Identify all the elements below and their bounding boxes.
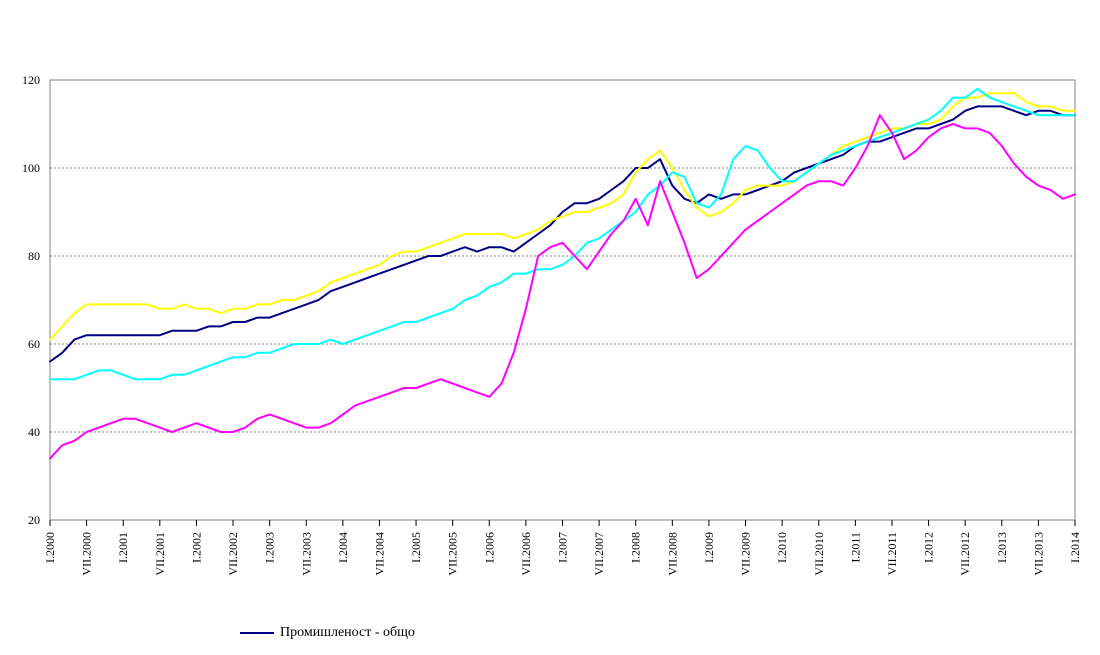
svg-text:I.2002: I.2002 <box>189 532 203 563</box>
svg-text:VII.2005: VII.2005 <box>446 532 460 576</box>
svg-text:I.2010: I.2010 <box>775 532 789 563</box>
svg-text:VII.2009: VII.2009 <box>739 532 753 576</box>
line-chart: 20 40 60 80 100 120 I.2000 VII.2000 I.2001 VII.20… <box>0 0 1100 655</box>
svg-text:80: 80 <box>28 249 40 263</box>
svg-text:I.2001: I.2001 <box>116 532 130 563</box>
svg-text:I.2005: I.2005 <box>409 532 423 563</box>
svg-text:I.2007: I.2007 <box>556 532 570 563</box>
svg-text:I.2013: I.2013 <box>995 532 1009 563</box>
svg-text:I.2000: I.2000 <box>43 532 57 563</box>
svg-text:VII.2002: VII.2002 <box>226 532 240 576</box>
svg-text:I.2008: I.2008 <box>629 532 643 563</box>
svg-text:100: 100 <box>22 161 40 175</box>
svg-text:VII.2010: VII.2010 <box>812 532 826 576</box>
chart-container: 20 40 60 80 100 120 I.2000 VII.2000 I.2001 VII.20… <box>0 0 1100 655</box>
svg-text:VII.2007: VII.2007 <box>592 532 606 576</box>
svg-text:60: 60 <box>28 337 40 351</box>
svg-text:VII.2004: VII.2004 <box>372 532 386 576</box>
svg-text:40: 40 <box>28 425 40 439</box>
svg-text:I.2006: I.2006 <box>482 532 496 563</box>
legend: Промишленост - общо <box>240 625 415 641</box>
svg-text:VII.2006: VII.2006 <box>519 532 533 576</box>
svg-text:I.2012: I.2012 <box>922 532 936 563</box>
svg-text:VII.2001: VII.2001 <box>153 532 167 576</box>
svg-text:VII.2003: VII.2003 <box>299 532 313 576</box>
svg-text:I.2004: I.2004 <box>336 532 350 563</box>
svg-text:VII.2013: VII.2013 <box>1031 532 1045 576</box>
svg-text:120: 120 <box>22 73 40 87</box>
legend-swatch <box>240 632 274 634</box>
legend-label: Промишленост - общо <box>280 625 415 641</box>
svg-text:I.2014: I.2014 <box>1068 532 1082 563</box>
svg-text:I.2003: I.2003 <box>263 532 277 563</box>
svg-text:VII.2012: VII.2012 <box>958 532 972 576</box>
svg-text:20: 20 <box>28 513 40 527</box>
svg-text:VII.2011: VII.2011 <box>885 532 899 575</box>
svg-text:I.2011: I.2011 <box>848 532 862 563</box>
svg-text:VII.2000: VII.2000 <box>80 532 94 576</box>
svg-text:I.2009: I.2009 <box>702 532 716 563</box>
svg-text:VII.2008: VII.2008 <box>665 532 679 576</box>
